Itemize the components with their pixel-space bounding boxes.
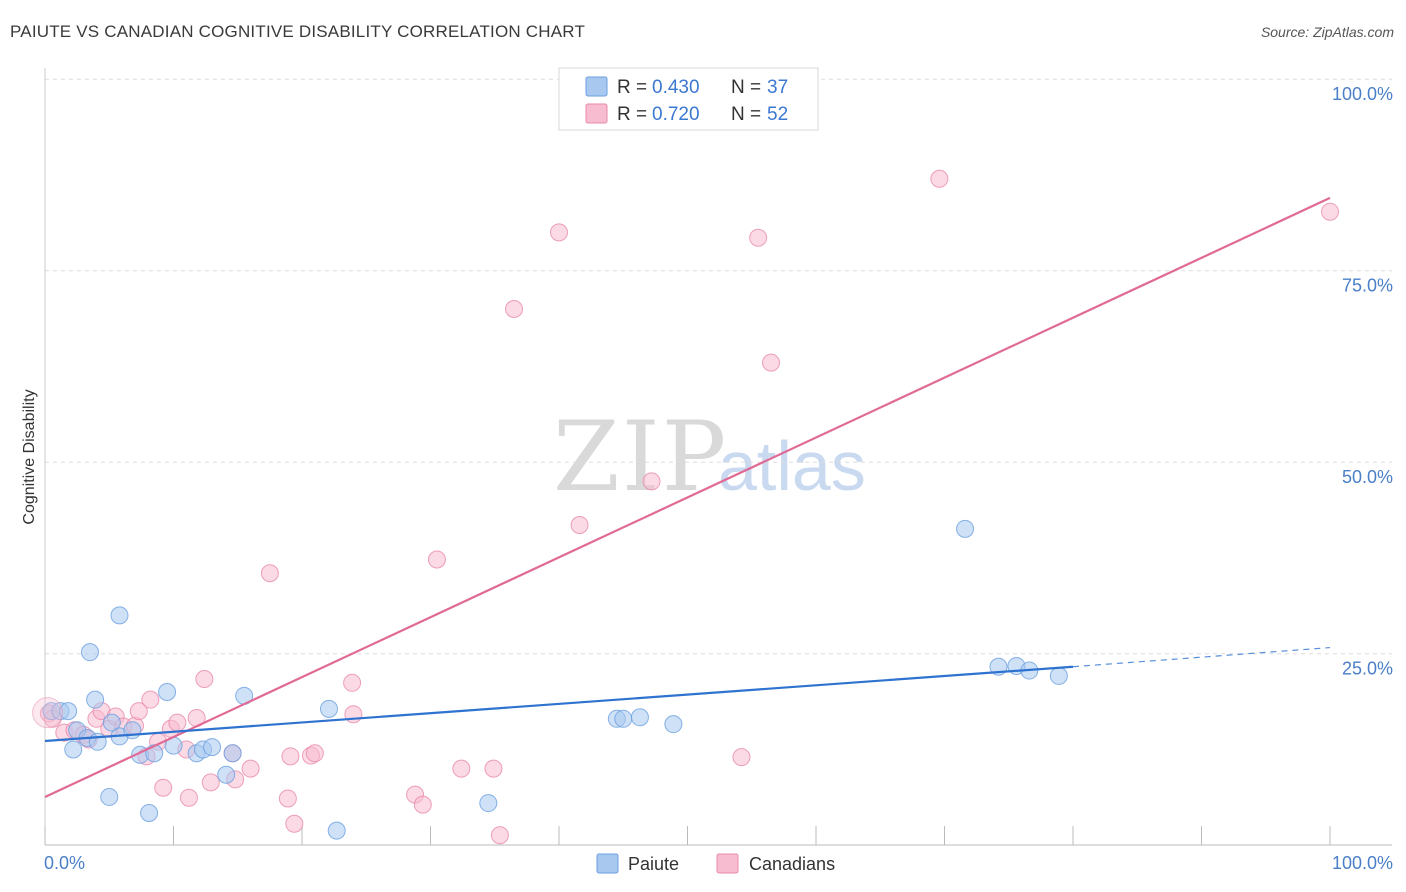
paiute-trend-line <box>44 665 1074 743</box>
canadian-point <box>343 673 362 692</box>
canadian-point <box>179 788 198 807</box>
legend-n-value-1: 37 <box>767 77 788 98</box>
paiute-point <box>59 702 78 721</box>
x-tick-label-start: 0.0% <box>44 853 85 873</box>
canadian-point <box>201 773 220 792</box>
canadian-point <box>141 690 160 709</box>
canadian-point <box>732 748 751 767</box>
trend-lines <box>44 196 1331 798</box>
bottom-legend-swatch-canadians <box>716 853 739 874</box>
canadian-point <box>281 747 300 766</box>
correlation-legend: R = 0.430 N = 37 R = 0.720 N = 52 <box>558 67 819 131</box>
paiute-point <box>80 643 99 662</box>
paiute-point <box>145 744 164 763</box>
canadian-point <box>490 826 509 845</box>
paiute-point <box>327 821 346 840</box>
bottom-legend-paiute: Paiute <box>628 854 679 874</box>
canadian-point <box>484 759 503 778</box>
legend-r-label-1: R = <box>617 77 647 98</box>
paiute-point <box>956 519 975 538</box>
canadian-point <box>505 300 524 318</box>
paiute-point <box>102 713 121 732</box>
paiute-point <box>110 606 129 625</box>
axes <box>44 68 1392 846</box>
canadian-point <box>427 550 446 569</box>
paiute-point <box>630 708 649 727</box>
bottom-legend-swatch-paiute <box>596 853 619 874</box>
canadian-point <box>195 669 214 688</box>
legend-n-label-2: N = <box>731 104 761 125</box>
paiute-point <box>100 787 119 806</box>
canadian-point <box>762 353 781 372</box>
canadian-point <box>452 759 471 778</box>
paiute-point <box>140 804 159 823</box>
gridlines <box>45 78 1392 655</box>
paiute-point <box>479 794 498 813</box>
legend-swatch-canadians <box>585 103 608 124</box>
watermark-zip: ZIP <box>553 401 728 513</box>
canadian-point <box>154 778 173 797</box>
y-tick-label: 25.0% <box>1342 659 1393 679</box>
paiute-point <box>319 699 338 718</box>
canadian-point <box>413 795 432 814</box>
legend-r-label-2: R = <box>617 104 647 125</box>
legend-r-value-2: 0.720 <box>652 104 700 125</box>
paiute-point <box>86 690 105 709</box>
canadian-point <box>241 759 260 778</box>
y-axis-label: Cognitive Disability <box>21 389 38 524</box>
legend-n-label-1: N = <box>731 77 761 98</box>
watermark-atlas: atlas <box>718 427 866 505</box>
paiute-point <box>203 738 222 757</box>
canadian-point <box>168 713 187 732</box>
paiute-point <box>1049 666 1068 685</box>
canadian-trend-line <box>44 196 1331 798</box>
paiute-point <box>158 683 177 701</box>
canadian-point <box>278 789 297 808</box>
paiute-point <box>614 709 633 728</box>
canadian-point <box>305 744 324 763</box>
x-tick-label-end: 100.0% <box>1332 853 1393 873</box>
paiute-point <box>64 740 83 759</box>
canadian-point <box>550 223 568 242</box>
canadian-point <box>1321 202 1339 221</box>
legend-r-value-1: 0.430 <box>652 77 700 98</box>
canadian-point <box>260 564 279 583</box>
y-tick-label: 75.0% <box>1342 276 1393 296</box>
canadian-point-cluster <box>32 697 64 729</box>
legend-n-value-2: 52 <box>767 104 788 125</box>
paiute-point <box>123 721 142 740</box>
y-tick-label: 50.0% <box>1342 467 1393 487</box>
tick-labels: 25.0% 50.0% 75.0% 100.0% 0.0% 100.0% <box>44 84 1393 873</box>
canadian-point <box>930 169 949 188</box>
y-tick-label: 100.0% <box>1332 84 1393 104</box>
canadian-point <box>129 702 148 721</box>
canadian-point <box>749 228 768 247</box>
chart-source: Source: ZipAtlas.com <box>1260 24 1394 40</box>
paiute-point <box>223 744 242 763</box>
chart-title: PAIUTE VS CANADIAN COGNITIVE DISABILITY … <box>10 22 586 41</box>
paiute-trend-extension <box>1072 646 1331 668</box>
legend-swatch-paiute <box>585 76 608 97</box>
canadian-point <box>642 472 661 491</box>
canadian-point <box>285 814 304 833</box>
series-legend: Paiute Canadians <box>596 853 835 874</box>
canadian-point <box>570 516 589 535</box>
bottom-legend-canadians: Canadians <box>749 854 835 874</box>
paiute-point <box>217 765 236 784</box>
paiute-point <box>664 715 683 734</box>
